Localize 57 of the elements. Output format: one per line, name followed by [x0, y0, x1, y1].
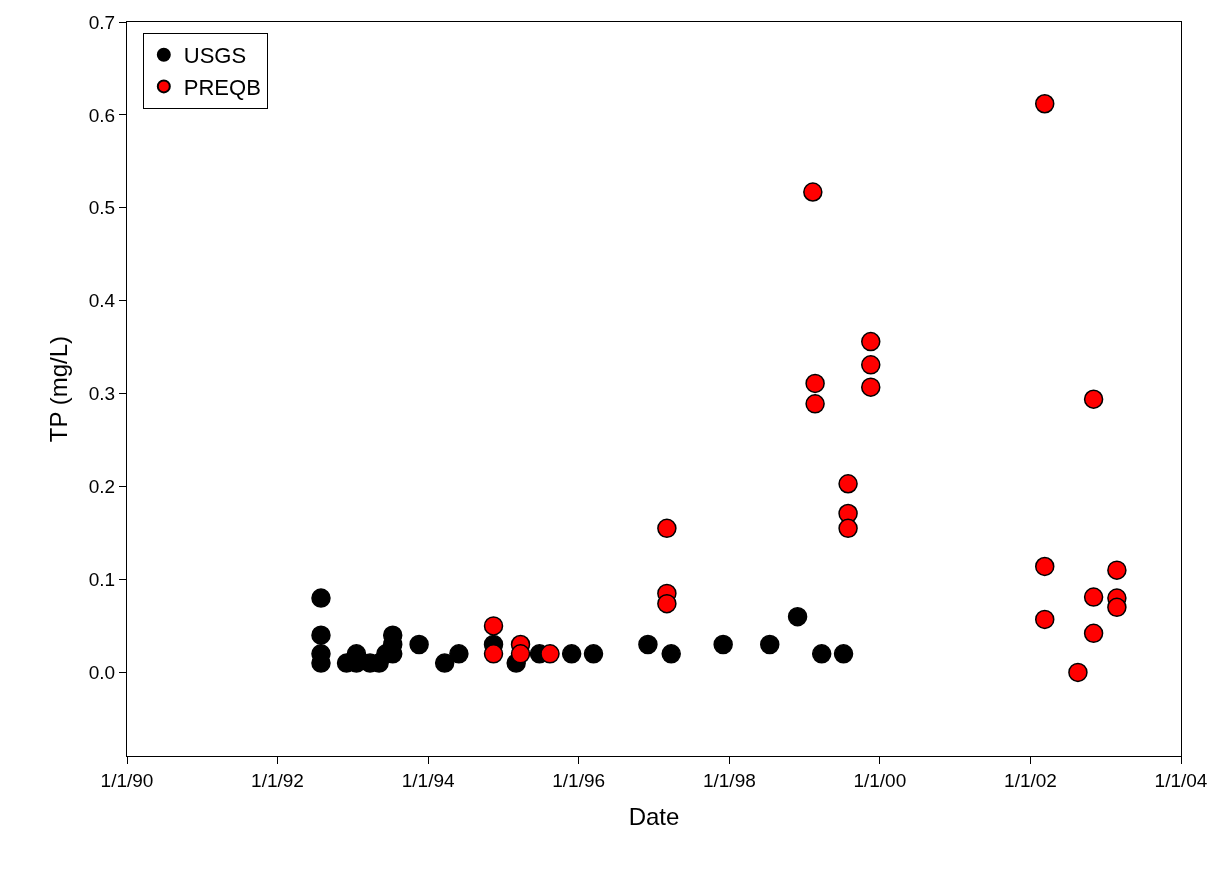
y-tick-label: 0.0	[88, 662, 116, 684]
x-axis-title: Date	[628, 803, 680, 831]
point	[1083, 389, 1104, 409]
x-tick-label: 1/1/00	[853, 769, 907, 791]
x-tick-label: 1/1/94	[401, 769, 456, 791]
point	[805, 394, 825, 414]
point	[713, 634, 733, 655]
point	[510, 644, 531, 664]
legend-label: USGS	[183, 43, 247, 69]
point	[811, 644, 832, 664]
point	[1035, 609, 1055, 630]
point	[1083, 587, 1104, 607]
point	[838, 474, 858, 494]
point	[1035, 556, 1055, 577]
point	[540, 644, 560, 664]
point	[638, 634, 658, 655]
point	[838, 518, 858, 539]
y-tick-label: 0.2	[88, 476, 116, 498]
point	[657, 518, 677, 539]
point	[434, 653, 455, 673]
point	[561, 644, 582, 664]
point	[657, 593, 677, 614]
point	[449, 644, 469, 664]
x-tick-label: 1/1/98	[702, 769, 756, 791]
point	[833, 644, 854, 664]
point	[1035, 94, 1055, 114]
point	[803, 182, 823, 202]
point	[483, 616, 504, 636]
y-tick-label: 0.7	[88, 11, 116, 33]
x-tick-label: 1/1/90	[100, 769, 154, 791]
x-tick-label: 1/1/04	[1154, 769, 1208, 791]
point	[661, 644, 681, 664]
point	[861, 377, 881, 397]
x-tick-label: 1/1/96	[552, 769, 606, 791]
point	[1107, 560, 1127, 580]
y-tick-label: 0.1	[88, 569, 116, 591]
point	[483, 644, 504, 664]
point	[1083, 623, 1104, 644]
point	[1068, 662, 1088, 683]
point	[311, 588, 331, 608]
point	[1107, 597, 1127, 618]
point	[311, 625, 331, 645]
x-tick-label: 1/1/92	[251, 769, 304, 791]
point	[409, 634, 429, 655]
y-axis-title: TP (mg/L)	[44, 335, 72, 443]
point	[805, 373, 825, 394]
y-tick-label: 0.6	[88, 104, 116, 126]
y-tick-label: 0.4	[88, 290, 116, 312]
point	[760, 634, 780, 655]
x-tick-label: 1/1/02	[1004, 769, 1057, 791]
point	[861, 355, 881, 375]
y-tick-label: 0.5	[88, 197, 116, 219]
point	[787, 606, 808, 627]
legend-label: PREQB	[183, 74, 261, 100]
point	[583, 644, 604, 664]
y-tick-label: 0.3	[88, 383, 116, 405]
point	[861, 331, 881, 352]
